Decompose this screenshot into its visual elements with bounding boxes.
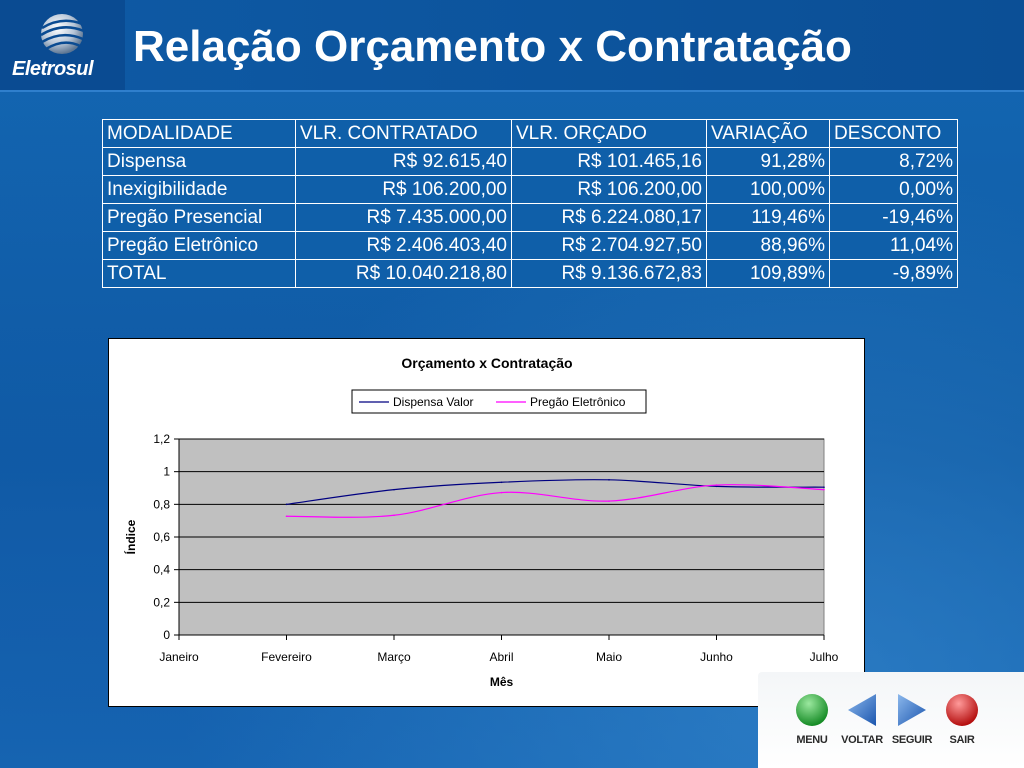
series-1-point <box>285 515 288 518</box>
x-axis-label: Mês <box>490 675 514 689</box>
table-cell-desconto: -9,89% <box>830 260 957 287</box>
navigation-panel: MENU VOLTAR SEGUIR SAIR <box>758 672 1024 768</box>
line-chart: Orçamento x Contratação Dispensa Valor Pre… <box>108 338 865 707</box>
table-cell-contratado: R$ 2.406.403,40 <box>296 232 511 259</box>
y-tick-label: 0,4 <box>153 563 170 577</box>
table-row: Pregão Presencial R$ 7.435.000,00 R$ 6.2… <box>103 204 957 231</box>
table-cell-contratado: R$ 7.435.000,00 <box>296 204 511 231</box>
chart-canvas: Orçamento x Contratação Dispensa Valor Pre… <box>123 355 839 689</box>
forward-triangle-icon <box>898 694 926 726</box>
table-cell-variacao: 91,28% <box>707 148 829 175</box>
legend-label-0: Dispensa Valor <box>393 395 473 409</box>
series-1-point <box>500 491 503 494</box>
menu-button[interactable]: MENU <box>786 690 838 750</box>
column-header: MODALIDADE <box>103 120 295 147</box>
series-0-point <box>823 486 825 488</box>
x-tick-label: Fevereiro <box>261 650 312 664</box>
table-cell-variacao: 88,96% <box>707 232 829 259</box>
table-row: Inexigibilidade R$ 106.200,00 R$ 106.200… <box>103 176 957 203</box>
table-cell-variacao: 119,46% <box>707 204 829 231</box>
logo-text: Eletrosul <box>12 58 94 80</box>
table-cell-desconto: 0,00% <box>830 176 957 203</box>
series-0-point <box>715 485 718 488</box>
table-total-row: TOTAL R$ 10.040.218,80 R$ 9.136.672,83 1… <box>103 260 957 287</box>
exit-label: SAIR <box>949 734 975 746</box>
series-1-point <box>393 514 395 517</box>
table-cell-modalidade: Dispensa <box>103 148 295 175</box>
header-bar: Eletrosul Relação Orçamento x Contrataçã… <box>0 0 1024 92</box>
x-tick-label: Junho <box>700 650 733 664</box>
table-cell-variacao: 109,89% <box>707 260 829 287</box>
series-0-point <box>500 481 503 484</box>
table-cell-modalidade: Inexigibilidade <box>103 176 295 203</box>
table-cell-orcado: R$ 9.136.672,83 <box>512 260 706 287</box>
x-tick-label: Abril <box>489 650 513 664</box>
table-row: Dispensa R$ 92.615,40 R$ 101.465,16 91,2… <box>103 148 957 175</box>
x-tick-label: Janeiro <box>159 650 199 664</box>
series-0-point <box>285 503 288 506</box>
globe-icon <box>40 14 85 54</box>
table-cell-modalidade: Pregão Eletrônico <box>103 232 295 259</box>
forward-label: SEGUIR <box>891 734 933 746</box>
table-cell-desconto: 11,04% <box>830 232 957 259</box>
column-header: VLR. ORÇADO <box>512 120 706 147</box>
table-cell-orcado: R$ 106.200,00 <box>512 176 706 203</box>
series-line-0 <box>286 479 825 505</box>
table-cell-orcado: R$ 6.224.080,17 <box>512 204 706 231</box>
table-cell-orcado: R$ 101.465,16 <box>512 148 706 175</box>
y-tick-label: 0,2 <box>153 595 170 609</box>
forward-button[interactable]: SEGUIR <box>886 690 938 750</box>
table-cell-contratado: R$ 106.200,00 <box>296 176 511 203</box>
red-circle-icon <box>946 694 978 726</box>
table-cell-modalidade: Pregão Presencial <box>103 204 295 231</box>
x-tick-label: Maio <box>596 650 622 664</box>
y-tick-label: 0,8 <box>153 497 170 511</box>
table-row: Pregão Eletrônico R$ 2.406.403,40 R$ 2.7… <box>103 232 957 259</box>
series-1-point <box>823 488 825 491</box>
table-cell-variacao: 100,00% <box>707 176 829 203</box>
menu-label: MENU <box>796 734 828 746</box>
y-tick-label: 1,2 <box>153 432 170 446</box>
back-label: VOLTAR <box>841 734 883 746</box>
eletrosul-logo: Eletrosul <box>0 0 125 90</box>
series-1-point <box>608 500 610 502</box>
y-tick-label: 0 <box>163 628 170 642</box>
exit-button[interactable]: SAIR <box>936 690 988 750</box>
x-tick-label: Março <box>377 650 411 664</box>
legend-label-1: Pregão Eletrônico <box>530 395 626 409</box>
back-button[interactable]: VOLTAR <box>836 690 888 750</box>
x-tick-label: Julho <box>810 650 839 664</box>
series-line-1 <box>286 484 825 518</box>
green-circle-icon <box>796 694 828 726</box>
back-triangle-icon <box>848 694 876 726</box>
table-cell-contratado: R$ 92.615,40 <box>296 148 511 175</box>
page-title: Relação Orçamento x Contratação <box>133 22 852 71</box>
chart-title: Orçamento x Contratação <box>401 355 572 371</box>
table-cell-desconto: -19,46% <box>830 204 957 231</box>
y-tick-label: 1 <box>163 465 170 479</box>
series-1-point <box>715 484 718 486</box>
budget-table: MODALIDADE VLR. CONTRATADO VLR. ORÇADO V… <box>102 119 958 288</box>
column-header: VARIAÇÃO <box>707 120 829 147</box>
table-cell-orcado: R$ 2.704.927,50 <box>512 232 706 259</box>
y-tick-label: 0,6 <box>153 530 170 544</box>
column-header: VLR. CONTRATADO <box>296 120 511 147</box>
table-header-row: MODALIDADE VLR. CONTRATADO VLR. ORÇADO V… <box>103 120 957 147</box>
table-cell-modalidade: TOTAL <box>103 260 295 287</box>
series-0-point <box>608 479 610 481</box>
series-0-point <box>393 488 395 491</box>
column-header: DESCONTO <box>830 120 957 147</box>
y-axis-label: Índice <box>123 519 138 554</box>
table-cell-contratado: R$ 10.040.218,80 <box>296 260 511 287</box>
table-cell-desconto: 8,72% <box>830 148 957 175</box>
